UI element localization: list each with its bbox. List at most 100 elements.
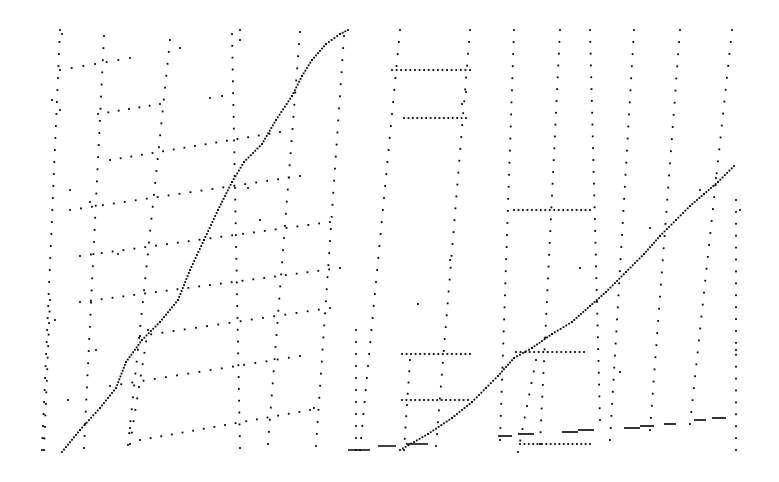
- rising-curve: [463, 407, 466, 409]
- dotted-column: [86, 386, 88, 389]
- dotted-column: [97, 144, 100, 146]
- dotted-column: [700, 315, 703, 318]
- dotted-column: [288, 164, 291, 167]
- horizontal-segment: [391, 69, 393, 71]
- hatch-row: [277, 414, 280, 417]
- dotted-column: [238, 423, 241, 426]
- dotted-column: [663, 235, 666, 237]
- dotted-column: [621, 222, 624, 224]
- diagonal-curve: [249, 154, 252, 157]
- horizontal-segment: [460, 353, 462, 355]
- diagonal-curve: [63, 448, 65, 451]
- dotted-column: [320, 360, 323, 363]
- dotted-column: [548, 253, 551, 256]
- rising-curve: [703, 193, 705, 195]
- hatch-row: [277, 178, 279, 181]
- dotted-column: [231, 56, 234, 59]
- rising-curve: [593, 301, 596, 303]
- dotted-column: [289, 152, 292, 155]
- dotted-column: [615, 330, 618, 333]
- dotted-column: [665, 210, 668, 213]
- dotted-column: [328, 252, 331, 254]
- dotted-column: [327, 264, 330, 267]
- dotted-column: [154, 182, 157, 184]
- diagonal-curve: [137, 343, 140, 346]
- rising-curve: [485, 387, 487, 389]
- dotted-column: [735, 330, 737, 332]
- dotted-column: [89, 313, 92, 316]
- dotted-column: [41, 437, 44, 439]
- dotted-column: [135, 360, 138, 363]
- rising-curve: [679, 214, 682, 217]
- dotted-column: [650, 416, 652, 419]
- dotted-column: [552, 159, 555, 162]
- rising-curve: [710, 187, 712, 189]
- dotted-column: [51, 209, 54, 211]
- dotted-column: [675, 77, 678, 80]
- horizontal-segment: [434, 117, 436, 119]
- dotted-column: [591, 111, 594, 114]
- dotted-column: [355, 353, 357, 355]
- diagonal-curve: [207, 230, 210, 232]
- dotted-column: [93, 241, 95, 243]
- diagonal-curve: [126, 358, 129, 361]
- dotted-column: [557, 52, 560, 55]
- diagonal-curve: [214, 215, 217, 217]
- hatch-row: [206, 325, 208, 328]
- dotted-column: [447, 290, 450, 293]
- dotted-column: [689, 423, 691, 425]
- stray-dot: [179, 47, 181, 49]
- rising-curve: [689, 205, 691, 207]
- horizontal-segment: [584, 443, 587, 445]
- dotted-column: [315, 433, 318, 435]
- dotted-column: [129, 443, 131, 445]
- horizontal-segment: [403, 117, 405, 119]
- diagonal-curve: [120, 372, 123, 375]
- hatch-row: [170, 433, 173, 436]
- dotted-column: [279, 285, 282, 288]
- dotted-column: [735, 234, 737, 237]
- dotted-column: [614, 342, 617, 345]
- horizontal-segment: [464, 69, 467, 71]
- dotted-column: [438, 409, 440, 412]
- rising-curve: [565, 324, 568, 327]
- hatch-row: [109, 159, 111, 161]
- dotted-column: [88, 338, 91, 340]
- stray-dot: [95, 349, 97, 351]
- hatch-row: [263, 277, 266, 279]
- dotted-column: [274, 346, 277, 348]
- hatch-row: [209, 237, 212, 240]
- dotted-column: [46, 368, 49, 371]
- stray-dot: [221, 95, 223, 97]
- dotted-column: [407, 381, 410, 384]
- diagonal-curve: [178, 296, 181, 298]
- horizontal-segment: [441, 353, 444, 355]
- dotted-column: [355, 341, 357, 343]
- rising-curve: [670, 223, 673, 226]
- hatch-row: [160, 435, 163, 438]
- diagonal-curve: [61, 451, 63, 453]
- diagonal-curve: [197, 251, 200, 253]
- dotted-column: [403, 437, 406, 440]
- diagonal-curve: [79, 429, 81, 431]
- diagonal-curve: [247, 156, 250, 159]
- dotted-column: [84, 422, 87, 425]
- hatch-row: [215, 141, 218, 144]
- dotted-column: [56, 101, 58, 103]
- stray-dot: [699, 189, 701, 191]
- diagonal-curve: [198, 248, 201, 250]
- dotted-column: [727, 64, 730, 67]
- diagonal-curve: [85, 421, 88, 424]
- hatch-row: [144, 292, 146, 295]
- hatch-row: [219, 282, 222, 285]
- dotted-column: [237, 376, 240, 378]
- rising-curve: [522, 352, 524, 354]
- rising-curve: [629, 266, 632, 269]
- rising-curve: [507, 363, 509, 366]
- hatch-row: [101, 204, 104, 207]
- dotted-column: [507, 185, 510, 188]
- dotted-column: [457, 171, 460, 174]
- dotted-column: [655, 344, 658, 347]
- diagonal-curve: [212, 218, 215, 220]
- dotted-column: [378, 245, 381, 247]
